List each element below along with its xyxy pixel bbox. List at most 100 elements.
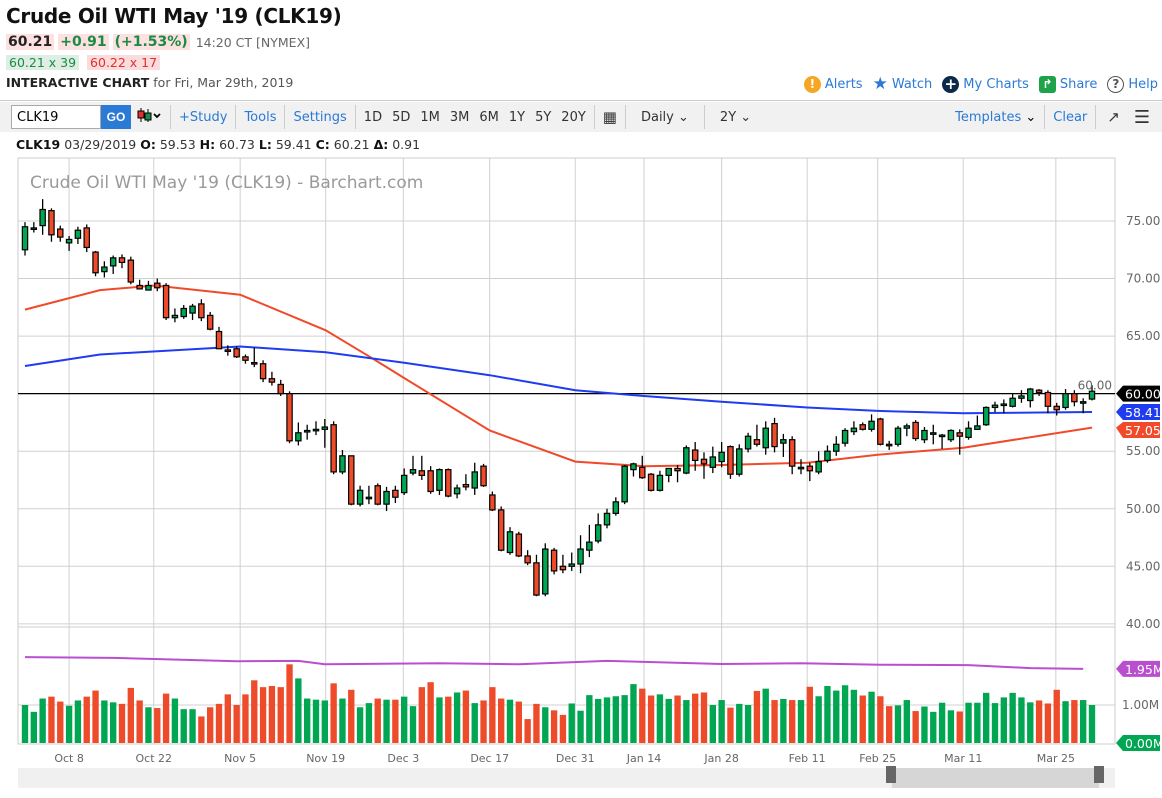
scrollbar-thumb[interactable] (892, 768, 1099, 788)
candle (982, 406, 990, 426)
period-1y[interactable]: 1Y (508, 109, 526, 125)
x-tick-label: Nov 5 (224, 752, 256, 765)
low-value: 59.41 (275, 137, 312, 152)
candle-body (850, 427, 858, 433)
expand-icon[interactable]: ↗ (1107, 108, 1120, 126)
volume-badge-label: 1.95M (1125, 662, 1162, 677)
scrollbar-track[interactable] (18, 768, 1115, 788)
settings-button[interactable]: Settings (293, 109, 347, 125)
chart-label: INTERACTIVE CHART (6, 75, 150, 90)
x-tick-label: Mar 25 (1037, 752, 1075, 765)
moving-average-slow (24, 345, 1093, 415)
volume-bar (974, 702, 981, 743)
volume-bar (480, 700, 487, 743)
help-button[interactable]: ? Help (1107, 75, 1158, 93)
volume-bar (833, 690, 840, 743)
candle-body (515, 533, 523, 557)
watch-button[interactable]: ★ Watch (873, 74, 933, 94)
chevron-down-icon: ⌄ (678, 109, 689, 125)
candle-body (762, 427, 769, 449)
price-badge: 60.00 (1116, 385, 1161, 402)
candle-body (700, 458, 708, 465)
candle-body (480, 465, 487, 487)
chart-type-dropdown[interactable] (131, 107, 167, 127)
candle (621, 465, 628, 505)
candles (21, 199, 1096, 597)
candle-body (471, 471, 478, 489)
candle-body (365, 496, 373, 500)
candle (162, 283, 170, 320)
volume-bar (445, 696, 452, 743)
volume-bar (595, 698, 602, 743)
candle-body (57, 228, 64, 238)
volume-bar (753, 690, 761, 743)
candle (1088, 385, 1096, 401)
range-dropdown[interactable]: 2Y ⌄ (708, 110, 763, 125)
candle-body (982, 406, 990, 426)
candle-body (74, 229, 82, 239)
scroll-handle-right[interactable] (1094, 766, 1104, 783)
candle-body (189, 305, 196, 314)
scroll-handle-left[interactable] (886, 766, 896, 783)
period-1m[interactable]: 1M (420, 109, 440, 125)
clear-button[interactable]: Clear (1053, 109, 1088, 125)
period-5d[interactable]: 5D (392, 109, 411, 125)
volume-bar (242, 694, 249, 743)
templates-dropdown[interactable]: Templates ⌄ (950, 110, 1041, 125)
volume-bar (1035, 700, 1043, 743)
candle (1018, 390, 1025, 403)
candle-body (727, 445, 734, 475)
candle-body (524, 555, 531, 564)
period-3m[interactable]: 3M (449, 109, 470, 125)
period-5y[interactable]: 5Y (535, 109, 552, 125)
candle (30, 222, 38, 233)
candle (665, 467, 672, 483)
tools-button[interactable]: Tools (244, 109, 277, 125)
candle-body (612, 501, 620, 514)
price-badge: 57.05 (1116, 421, 1161, 438)
volume-bar (348, 689, 355, 743)
calendar-icon[interactable]: ▦ (602, 108, 617, 126)
volume-bar (577, 710, 584, 743)
toolbar-divider (593, 105, 595, 129)
page-title: Crude Oil WTI May '19 (CLK19) (6, 4, 342, 28)
divider (0, 100, 1162, 101)
candle (1044, 390, 1052, 414)
candle (303, 424, 311, 440)
high-label: H: (199, 137, 216, 152)
candle (418, 455, 426, 480)
candle (101, 261, 108, 278)
candle (356, 485, 364, 507)
volume-bar (859, 695, 866, 743)
go-button[interactable]: GO (101, 105, 131, 129)
last-price: 60.21 (6, 34, 55, 50)
chart-toolbar: GO +Study Tools Settings 1D 5D 1M 3M 6M … (0, 102, 1162, 132)
candle (639, 455, 646, 479)
candle (21, 222, 29, 256)
period-20y[interactable]: 20Y (561, 109, 586, 125)
interval-dropdown[interactable]: Daily ⌄ (629, 110, 701, 125)
ohlc-symbol: CLK19 (16, 137, 61, 152)
candle (612, 497, 620, 516)
x-tick-label: Jan 14 (626, 752, 661, 765)
y-tick-label: 40.00 (1126, 617, 1160, 631)
my-charts-button[interactable]: + My Charts (942, 75, 1029, 93)
period-1d[interactable]: 1D (363, 109, 383, 125)
candle (489, 491, 496, 512)
chart-date: for Fri, Mar 29th, 2019 (153, 75, 294, 90)
alerts-button[interactable]: ! Alerts (803, 75, 863, 93)
volume-bar (736, 703, 743, 743)
candle (594, 513, 602, 544)
candle (453, 484, 461, 499)
share-button[interactable]: ↱ Share (1038, 75, 1097, 93)
study-button[interactable]: +Study (179, 109, 228, 125)
candle-body (603, 512, 611, 526)
volume-bar (136, 700, 143, 743)
menu-icon[interactable]: ☰ (1133, 106, 1150, 128)
change-label: Δ: (373, 137, 389, 152)
period-6m[interactable]: 6M (479, 109, 499, 125)
candle (1071, 390, 1078, 407)
candle (1027, 387, 1034, 408)
symbol-input[interactable] (11, 105, 101, 129)
